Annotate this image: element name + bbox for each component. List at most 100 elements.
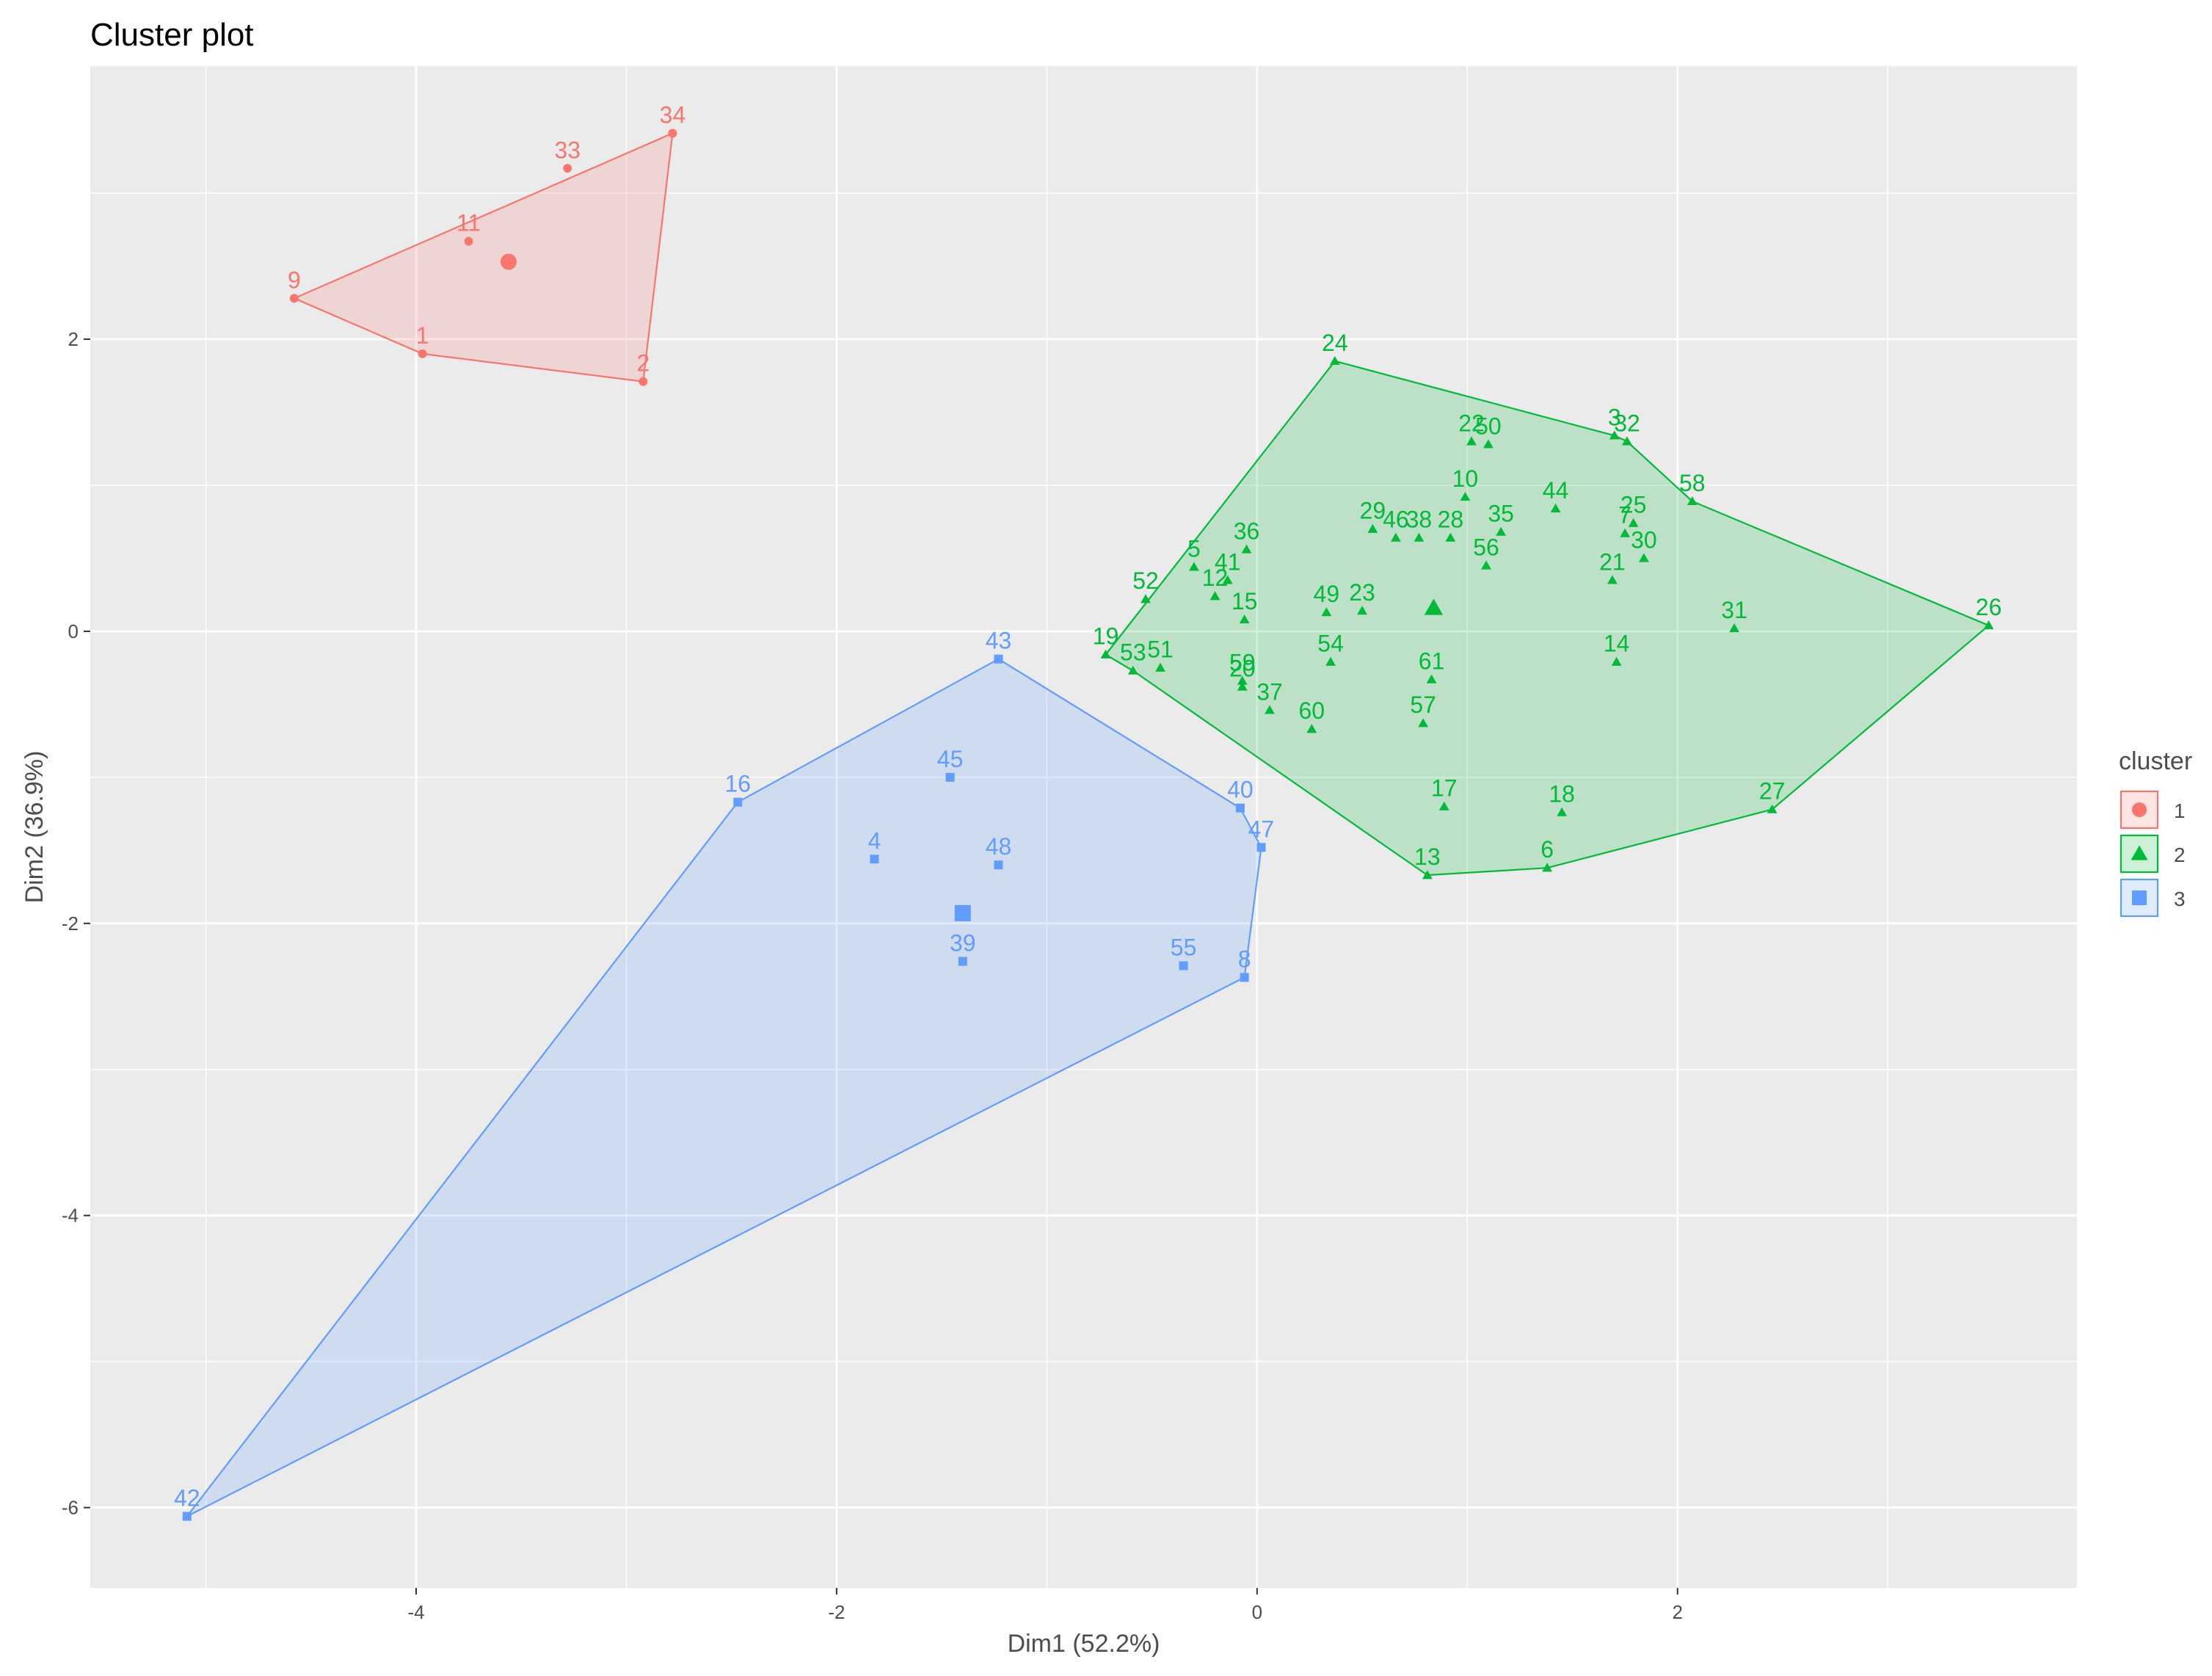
point-label: 19: [1093, 623, 1119, 650]
point-label: 38: [1406, 507, 1433, 533]
y-tick-label: 0: [68, 620, 79, 642]
y-axis-title: Dim2 (36.9%): [21, 751, 48, 904]
cluster-2-point: [1639, 553, 1649, 562]
cluster-2-point: [1622, 436, 1632, 446]
point-label: 15: [1231, 588, 1258, 614]
point-label: 17: [1431, 775, 1458, 802]
cluster-3-point: [1256, 843, 1266, 852]
y-tick-label: -4: [62, 1205, 79, 1227]
x-tick-label: -2: [828, 1601, 845, 1623]
minor-gridlines: [90, 66, 2077, 1588]
cluster-1-center: [501, 253, 517, 270]
cluster-2-point: [1390, 532, 1401, 542]
cluster-1-point: [668, 128, 677, 138]
cluster-3-point: [958, 957, 967, 966]
cluster-2-point: [1426, 674, 1437, 683]
point-label: 7: [1618, 502, 1631, 529]
x-tick-label: 2: [1673, 1601, 1683, 1623]
cluster-3-point: [945, 772, 955, 782]
point-label: 52: [1132, 567, 1159, 594]
point-label: 32: [1614, 410, 1640, 436]
major-gridlines: [90, 66, 2077, 1588]
cluster-2-point: [1542, 863, 1553, 872]
cluster-2-point: [1188, 562, 1199, 571]
cluster-2-point: [1496, 526, 1507, 536]
cluster-2-point: [1557, 807, 1568, 816]
point-label: 61: [1419, 648, 1445, 675]
point-label: 55: [1171, 934, 1197, 960]
legend-symbol-2: [2131, 845, 2148, 860]
legend-label-2: 2: [2174, 844, 2186, 866]
point-label: 5: [1187, 535, 1201, 562]
point-label: 8: [1238, 946, 1251, 972]
point-label: 57: [1410, 692, 1436, 718]
cluster-centers: [501, 253, 1444, 921]
legend-key-3: [2120, 878, 2159, 918]
cluster-2-center: [1424, 598, 1444, 615]
cluster-3-point: [870, 855, 879, 864]
point-label: 60: [1299, 697, 1325, 724]
cluster-1-point: [464, 236, 473, 246]
cluster-3-point: [733, 797, 743, 807]
cluster-3-point: [994, 860, 1003, 870]
cluster-1-point: [639, 377, 648, 386]
cluster-3-point: [1240, 973, 1249, 982]
point-label: 24: [1322, 330, 1348, 356]
cluster-2-point: [1367, 523, 1378, 533]
point-label: 35: [1488, 501, 1514, 527]
cluster-2-point: [1237, 681, 1248, 691]
point-label: 21: [1599, 548, 1626, 575]
point-label: 23: [1349, 579, 1375, 606]
cluster-2-point: [1460, 491, 1471, 501]
cluster-2-point: [1321, 607, 1332, 617]
y-tick-label: -2: [62, 913, 79, 935]
cluster-2-point: [1687, 496, 1698, 506]
cluster-2-point: [1241, 544, 1252, 554]
cluster-2-point: [1445, 532, 1456, 542]
point-label: 46: [1383, 507, 1409, 533]
cluster-3-point: [1235, 803, 1245, 813]
cluster-2-point: [1325, 656, 1336, 666]
point-label: 25: [1620, 492, 1647, 518]
x-tick-label: 0: [1252, 1601, 1262, 1623]
point-label: 31: [1721, 597, 1747, 623]
point-label: 59: [1229, 650, 1256, 676]
point-label: 6: [1540, 836, 1554, 863]
point-label: 49: [1314, 581, 1340, 607]
point-label: 11: [456, 210, 481, 236]
cluster-2-point: [1306, 724, 1317, 733]
point-label: 40: [1227, 777, 1254, 803]
legend-symbol-1: [2132, 802, 2147, 817]
cluster-2-point: [1265, 705, 1275, 714]
point-label: 4: [868, 827, 881, 854]
cluster-2-point: [1483, 439, 1494, 449]
legend: cluster 1 2 3: [2119, 747, 2192, 918]
point-label: 10: [1452, 465, 1479, 492]
point-label: 2: [636, 350, 650, 377]
cluster-2-point: [1729, 623, 1739, 633]
cluster-2-point: [1357, 606, 1367, 615]
cluster-2-point: [1438, 801, 1449, 810]
cluster-2-point: [1550, 503, 1561, 512]
point-label: 50: [1475, 413, 1502, 439]
cluster-2-point: [1466, 436, 1477, 446]
point-label: 28: [1438, 507, 1464, 533]
cluster-2-point: [1767, 804, 1778, 813]
cluster-1-point: [563, 164, 572, 173]
x-tick-label: -4: [407, 1601, 424, 1623]
cluster-2-point: [1628, 518, 1639, 527]
cluster-3-center: [954, 904, 971, 921]
cluster-2-point: [1611, 656, 1622, 666]
cluster-2-point: [1620, 528, 1631, 537]
point-label: 18: [1549, 781, 1575, 808]
point-label: 42: [174, 1485, 200, 1512]
cluster-2-point: [1481, 560, 1491, 570]
point-label: 34: [660, 102, 686, 128]
chart-title: Cluster plot: [90, 17, 254, 53]
point-label: 48: [986, 833, 1012, 860]
cluster-2-point: [1607, 575, 1618, 584]
plot-panel: [90, 66, 2077, 1588]
cluster-2-point: [1418, 718, 1429, 728]
point-label: 33: [554, 137, 581, 163]
